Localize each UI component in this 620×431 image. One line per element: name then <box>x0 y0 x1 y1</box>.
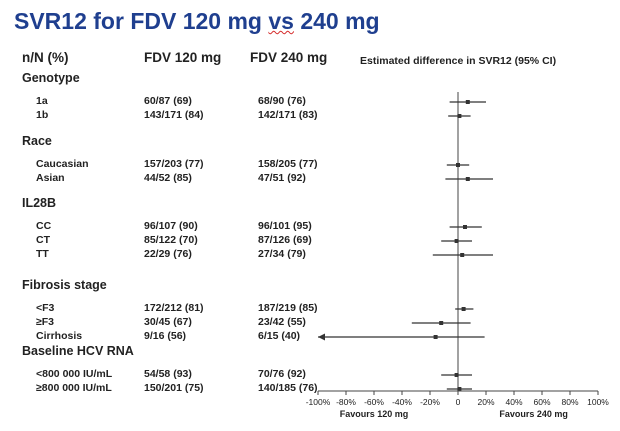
point-estimate <box>463 225 467 229</box>
group-label: Fibrosis stage <box>22 278 107 292</box>
column-header-fdv240: FDV 240 mg <box>250 50 328 65</box>
fdv120-value: 143/171 (84) <box>144 109 204 121</box>
fdv120-value: 157/203 (77) <box>144 158 204 170</box>
row-label: Cirrhosis <box>36 330 83 342</box>
point-estimate <box>439 321 444 325</box>
x-tick-label: -40% <box>392 397 412 407</box>
fdv240-value: 68/90 (76) <box>258 95 306 107</box>
fdv120-value: 30/45 (67) <box>144 316 192 328</box>
row-label: ≥800 000 IU/mL <box>36 382 112 394</box>
row-label: 1a <box>36 95 48 107</box>
row-label: TT <box>36 248 49 260</box>
point-estimate <box>457 114 462 118</box>
x-tick-label: -80% <box>336 397 356 407</box>
fdv240-value: 158/205 (77) <box>258 158 318 170</box>
fdv120-value: 85/122 (70) <box>144 234 198 246</box>
row-label: Asian <box>36 172 65 184</box>
x-tick-label: -20% <box>420 397 440 407</box>
x-tick-label: -60% <box>364 397 384 407</box>
point-estimate <box>465 100 470 104</box>
point-estimate <box>461 307 466 311</box>
group-label: Baseline HCV RNA <box>22 344 134 358</box>
fdv120-value: 44/52 (85) <box>144 172 192 184</box>
fdv240-value: 96/101 (95) <box>258 220 312 232</box>
column-header-nn: n/N (%) <box>22 50 69 65</box>
x-tick-label: 60% <box>533 397 550 407</box>
row-label: <F3 <box>36 302 55 314</box>
point-estimate <box>456 163 460 167</box>
row-label: 1b <box>36 109 49 121</box>
fdv240-value: 140/185 (76) <box>258 382 318 394</box>
fdv240-value: 142/171 (83) <box>258 109 318 121</box>
x-tick-label: 40% <box>505 397 522 407</box>
point-estimate <box>454 373 459 377</box>
slide-title: SVR12 for FDV 120 mg vs 240 mg <box>14 8 380 34</box>
row-label: CC <box>36 220 52 232</box>
fdv120-value: 96/107 (90) <box>144 220 198 232</box>
favours-left-label: Favours 120 mg <box>340 409 409 419</box>
title-vs: vs <box>268 8 294 34</box>
row-label: <800 000 IU/mL <box>36 368 113 380</box>
fdv120-value: 172/212 (81) <box>144 302 204 314</box>
point-estimate <box>457 387 462 391</box>
fdv240-value: 6/15 (40) <box>258 330 301 342</box>
fdv120-value: 22/29 (76) <box>144 248 192 260</box>
fdv240-value: 87/126 (69) <box>258 234 312 246</box>
row-label: Caucasian <box>36 158 89 170</box>
fdv120-value: 150/201 (75) <box>144 382 204 394</box>
row-label: CT <box>36 234 50 246</box>
fdv120-value: 54/58 (93) <box>144 368 192 380</box>
fdv240-value: 187/219 (85) <box>258 302 318 314</box>
ci-arrow <box>318 333 325 341</box>
group-label: IL28B <box>22 196 57 210</box>
group-label: Genotype <box>22 71 80 85</box>
x-tick-label: -100% <box>306 397 331 407</box>
favours-right-label: Favours 240 mg <box>499 409 568 419</box>
fdv240-value: 23/42 (55) <box>258 316 306 328</box>
point-estimate <box>454 239 459 243</box>
x-tick-label: 80% <box>561 397 578 407</box>
fdv240-value: 70/76 (92) <box>258 368 306 380</box>
point-estimate <box>460 253 465 257</box>
point-estimate <box>465 177 470 181</box>
fdv240-value: 47/51 (92) <box>258 172 306 184</box>
x-tick-label: 0 <box>456 397 461 407</box>
row-label: ≥F3 <box>36 316 55 328</box>
x-tick-label: 20% <box>477 397 494 407</box>
fdv120-value: 60/87 (69) <box>144 95 192 107</box>
fdv120-value: 9/16 (56) <box>144 330 187 342</box>
point-estimate <box>433 335 438 339</box>
group-label: Race <box>22 134 52 148</box>
forest-plot-title: Estimated difference in SVR12 (95% CI) <box>360 55 557 67</box>
fdv240-value: 27/34 (79) <box>258 248 306 260</box>
column-header-fdv120: FDV 120 mg <box>144 50 222 65</box>
x-tick-label: 100% <box>587 397 609 407</box>
